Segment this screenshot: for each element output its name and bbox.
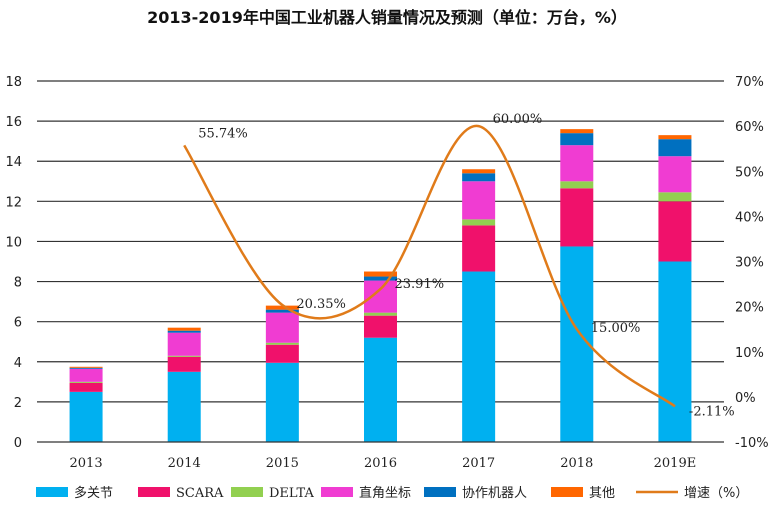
legend-label: DELTA <box>269 486 314 501</box>
x-tick-label: 2014 <box>168 456 201 471</box>
growth-data-label: 23.91% <box>395 277 445 292</box>
bar-segment <box>364 271 397 277</box>
y-tick-label: 12 <box>5 195 22 210</box>
bar-segment <box>167 332 201 356</box>
bar-segment <box>167 356 201 372</box>
y2-tick-label: 50% <box>735 165 764 180</box>
bar-segment <box>364 312 397 316</box>
bar-segment <box>462 173 496 182</box>
bar-segment <box>462 169 496 174</box>
y-axis-left: 0 2 4 6 8 10 12 14 16 18 <box>5 75 22 451</box>
bar-segment <box>364 276 397 281</box>
bar-segment <box>658 139 692 157</box>
legend-swatch <box>138 487 170 497</box>
bar-segment <box>364 280 397 313</box>
bar-segment <box>560 133 594 146</box>
bar-segment <box>658 261 692 442</box>
y-tick-label: 10 <box>5 235 22 250</box>
bar-segment <box>69 366 103 368</box>
y2-tick-label: 60% <box>735 120 764 135</box>
bar-segment <box>69 382 103 392</box>
x-tick-label: 2018 <box>560 456 593 471</box>
y-tick-label: 4 <box>14 356 22 371</box>
bar-segment <box>69 381 103 383</box>
growth-data-label: 15.00% <box>591 321 641 336</box>
legend-label: 增速（%） <box>684 486 748 501</box>
bar-segment <box>265 312 299 343</box>
bar-segment <box>167 327 201 331</box>
bar-segment <box>265 362 299 442</box>
x-tick-label: 2017 <box>462 456 495 471</box>
bar-segment <box>462 225 496 272</box>
x-tick-label: 2013 <box>70 456 103 471</box>
y-tick-label: 14 <box>5 155 22 170</box>
y2-tick-label: -10% <box>735 436 769 451</box>
bar-segment <box>658 156 692 193</box>
bar-segment <box>658 201 692 262</box>
y2-tick-label: 40% <box>735 210 764 225</box>
bar-segment <box>560 129 594 134</box>
y-tick-label: 16 <box>5 115 22 130</box>
growth-line <box>183 124 676 408</box>
bar-segment <box>560 145 594 182</box>
bar-segment <box>265 309 299 313</box>
bar-segment <box>69 367 103 369</box>
legend-swatch <box>321 487 353 497</box>
bar-segment <box>167 355 201 357</box>
legend-label: 直角坐标 <box>359 486 411 501</box>
bar-segment <box>658 135 692 140</box>
x-tick-label: 2015 <box>266 456 299 471</box>
bar-segment <box>265 342 299 345</box>
grid <box>37 80 724 403</box>
bar-segment <box>658 192 692 202</box>
bar-segment <box>69 368 103 382</box>
y2-tick-label: 0% <box>735 391 756 406</box>
growth-data-label: -2.11% <box>689 404 735 419</box>
bar-segment <box>462 219 496 226</box>
bar-segment <box>560 181 594 189</box>
bar-segment <box>364 315 397 338</box>
growth-data-label: 55.74% <box>198 126 248 141</box>
x-axis: 2013 2014 2015 2016 2017 2018 2019E <box>70 456 697 471</box>
y-tick-label: 8 <box>14 276 22 291</box>
growth-data-label: 60.00% <box>493 112 543 127</box>
growth-line-layer: 55.74% 20.35% 23.91% 60.00% 15.00% -2.11% <box>183 112 735 419</box>
legend-label: SCARA <box>176 486 224 501</box>
bar-segment <box>265 305 299 310</box>
bar-segment <box>364 337 397 442</box>
bar-segment <box>462 181 496 220</box>
legend-label: 多关节 <box>74 485 113 501</box>
legend-label: 其他 <box>589 486 615 501</box>
bar-segment <box>265 344 299 363</box>
legend-swatch <box>36 487 68 497</box>
legend-swatch <box>231 487 263 497</box>
y2-tick-label: 10% <box>735 346 764 361</box>
y2-tick-label: 70% <box>735 75 764 90</box>
bar-segment <box>560 188 594 247</box>
bar-segment <box>462 271 496 442</box>
legend-swatch <box>551 487 583 497</box>
legend: 多关节 SCARA DELTA 直角坐标 协作机器人 其他 增速（%） <box>36 485 748 501</box>
chart-title: 2013-2019年中国工业机器人销量情况及预测（单位：万台，%） <box>147 8 627 27</box>
bar-segment <box>167 371 201 442</box>
y-tick-label: 2 <box>14 396 22 411</box>
y-tick-label: 0 <box>14 436 22 451</box>
legend-label: 协作机器人 <box>462 486 527 501</box>
y-axis-right: -10% 0% 10% 20% 30% 40% 50% 60% 70% <box>735 75 769 451</box>
bars <box>69 129 692 442</box>
bar-segment <box>167 330 201 333</box>
y-tick-label: 6 <box>14 316 22 331</box>
legend-swatch <box>424 487 456 497</box>
y2-tick-label: 30% <box>735 256 764 271</box>
growth-data-label: 20.35% <box>296 297 346 312</box>
bar-segment <box>69 391 103 442</box>
y2-tick-label: 20% <box>735 301 764 316</box>
x-tick-label: 2016 <box>364 456 397 471</box>
y-tick-label: 18 <box>5 75 22 90</box>
x-tick-label: 2019E <box>654 456 697 471</box>
